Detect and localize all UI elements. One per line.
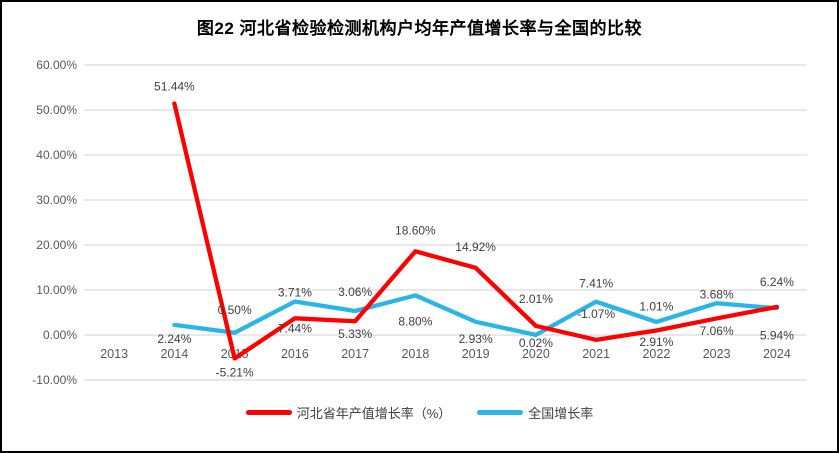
hebei-data-label: 3.71% — [278, 285, 312, 299]
legend-item-hebei: 河北省年产值增长率（%） — [245, 403, 452, 422]
y-axis-tick-label: 10.00% — [36, 283, 77, 297]
x-axis-year-label: 2014 — [160, 347, 188, 361]
y-axis-tick-label: 60.00% — [36, 58, 77, 72]
national-data-label: 2.24% — [157, 332, 191, 346]
national-data-label: 0.50% — [218, 303, 252, 317]
x-axis-year-label: 2018 — [401, 347, 429, 361]
national-data-label: 7.06% — [700, 324, 734, 338]
x-axis-year-label: 2022 — [642, 347, 670, 361]
national-data-label: 7.44% — [278, 322, 312, 336]
y-axis-tick-label: 20.00% — [36, 238, 77, 252]
series-line-national — [172, 293, 780, 338]
national-data-label: 7.41% — [579, 277, 613, 291]
hebei-data-label: 6.24% — [760, 275, 794, 289]
x-axis-year-label: 2020 — [522, 347, 550, 361]
y-axis-tick-label: 40.00% — [36, 148, 77, 162]
national-data-label: 2.93% — [459, 332, 493, 346]
national-data-label: 8.80% — [398, 314, 432, 328]
legend-label-national: 全国增长率 — [528, 406, 594, 421]
x-axis-year-label: 2019 — [462, 347, 490, 361]
national-data-label: 0.02% — [519, 336, 553, 350]
hebei-data-label: -5.21% — [216, 365, 254, 379]
x-axis-year-label: 2024 — [763, 347, 791, 361]
x-axis-year-label: 2016 — [281, 347, 309, 361]
legend-label-hebei: 河北省年产值增长率（%） — [296, 406, 452, 421]
y-axis-tick-label: 30.00% — [36, 193, 77, 207]
chart-title: 图22 河北省检验检测机构户均年产值增长率与全国的比较 — [196, 19, 643, 38]
hebei-data-label: 3.06% — [338, 285, 372, 299]
hebei-data-label: 2.01% — [519, 292, 553, 306]
y-axis-tick-label: 50.00% — [36, 103, 77, 117]
chart-legend: 河北省年产值增长率（%） 全国增长率 — [2, 403, 837, 422]
national-data-label: 2.91% — [639, 335, 673, 349]
national-series-swatch-icon — [477, 410, 524, 415]
hebei-data-label: 51.44% — [154, 80, 195, 94]
hebei-data-label: -1.07% — [577, 307, 615, 321]
hebei-data-label: 3.68% — [700, 287, 734, 301]
x-axis-year-label: 2013 — [100, 347, 128, 361]
y-axis-tick-label: 0.00% — [43, 328, 77, 342]
hebei-data-label: 14.92% — [455, 240, 496, 254]
x-axis-year-label: 2023 — [703, 347, 731, 361]
national-data-label: 5.33% — [338, 327, 372, 341]
series-line-hebei — [172, 101, 780, 361]
national-data-label: 5.94% — [760, 328, 794, 342]
hebei-data-label: 18.60% — [395, 223, 436, 237]
x-axis-year-label: 2021 — [582, 347, 610, 361]
y-axis-tick-label: -10.00% — [32, 373, 77, 387]
x-axis-year-label: 2017 — [341, 347, 369, 361]
hebei-data-label: 1.01% — [639, 299, 673, 313]
hebei-series-swatch-icon — [245, 410, 292, 415]
legend-item-national: 全国增长率 — [477, 403, 593, 422]
